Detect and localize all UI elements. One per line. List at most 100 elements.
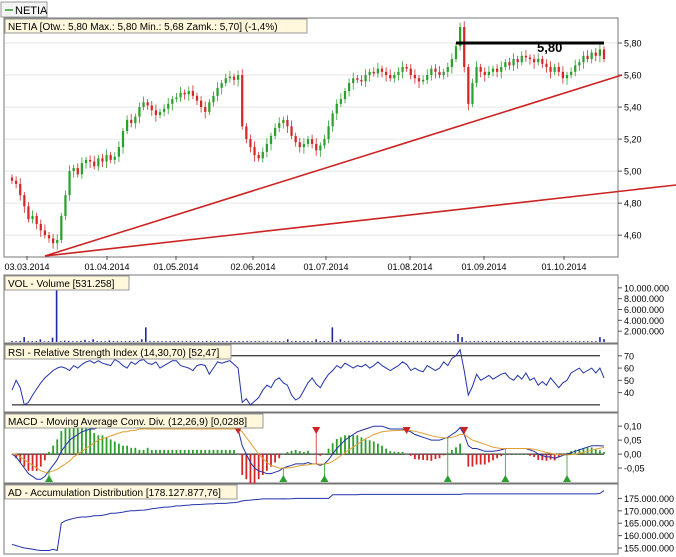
- macd-histogram-bar: [233, 449, 235, 455]
- macd-histogram-bar: [487, 454, 490, 463]
- volume-bar: [181, 341, 184, 342]
- macd-histogram-bar: [311, 453, 314, 455]
- candle-body: [549, 67, 552, 72]
- candle-body: [426, 75, 429, 80]
- volume-bar: [546, 341, 549, 342]
- macd-histogram-bar: [97, 435, 100, 455]
- candle-body: [364, 75, 367, 82]
- candle-body: [409, 68, 412, 76]
- candle-body: [27, 206, 30, 220]
- candle-body: [117, 147, 121, 157]
- macd-histogram-bar: [352, 435, 355, 455]
- volume-bar: [343, 341, 346, 342]
- candle-body: [438, 71, 441, 76]
- macd-histogram-bar: [442, 454, 445, 456]
- y-tick-label: 40: [624, 388, 634, 398]
- candle-body: [56, 239, 59, 244]
- volume-bar: [84, 339, 86, 342]
- volume-bar: [493, 341, 496, 342]
- candle-body: [405, 67, 408, 69]
- volume-bar: [27, 341, 30, 342]
- y-tick-label: 60: [624, 364, 634, 374]
- y-tick-label: 50: [624, 376, 634, 386]
- candle-body: [51, 238, 55, 244]
- volume-bar: [47, 341, 50, 342]
- candle-body: [84, 159, 88, 164]
- candle-body: [47, 235, 51, 239]
- candle-body: [491, 68, 495, 72]
- rsi-axis: 70 60 50 40: [618, 351, 634, 398]
- candle-body: [212, 95, 215, 103]
- macd-histogram-bar: [167, 449, 170, 455]
- candle-body: [504, 62, 507, 68]
- candle-body: [19, 183, 22, 196]
- y-tick-label: 6.000.000: [624, 305, 664, 315]
- macd-histogram-bar: [204, 449, 207, 455]
- volume-bar: [339, 339, 342, 342]
- macd-histogram-bar: [249, 454, 252, 484]
- macd-histogram-bar: [191, 449, 194, 455]
- volume-bar: [461, 337, 463, 342]
- macd-histogram-bar: [220, 449, 223, 455]
- macd-histogram-bar: [302, 451, 305, 455]
- candle-body: [463, 27, 466, 68]
- candle-body: [154, 110, 158, 116]
- candle-body: [421, 79, 425, 82]
- volume-bar: [258, 341, 261, 342]
- x-tick-label: 01.05.2014: [153, 262, 198, 272]
- volume-bar: [266, 341, 269, 342]
- buy-signal-marker: [279, 475, 288, 482]
- tab-label: NETIA: [15, 5, 48, 17]
- candle-body: [142, 102, 145, 108]
- candle-body: [397, 71, 400, 76]
- macd-histogram-bar: [274, 454, 277, 463]
- volume-bar: [35, 341, 38, 342]
- macd-histogram-bar: [237, 454, 240, 455]
- macd-histogram-bar: [146, 447, 149, 455]
- y-tick-label: 5,00: [624, 167, 642, 177]
- y-tick-label: 5,20: [624, 135, 642, 145]
- candle-body: [413, 75, 417, 79]
- ad-title-box: [4, 484, 238, 500]
- candle-body: [454, 46, 458, 60]
- macd-histogram-bar: [574, 449, 577, 455]
- candle-body: [590, 52, 593, 60]
- candle-body: [97, 158, 100, 167]
- y-tick-label: 10.000.000: [624, 283, 669, 293]
- symbol-tab[interactable]: [0, 1, 48, 18]
- macd-histogram-bar: [138, 449, 141, 455]
- candle-body: [93, 161, 96, 167]
- macd-histogram-bar: [582, 448, 585, 455]
- macd-histogram-bar: [405, 454, 408, 455]
- candle-body: [39, 223, 42, 231]
- candle-body: [471, 83, 474, 104]
- candle-body: [310, 139, 314, 144]
- candle-body: [417, 78, 421, 82]
- macd-histogram-bar: [541, 454, 544, 461]
- volume-bar: [408, 341, 411, 342]
- candle-body: [302, 143, 306, 148]
- candle-body: [216, 87, 219, 96]
- volume-bar: [327, 341, 330, 342]
- volume-bar: [388, 341, 390, 342]
- macd-histogram-bar: [60, 431, 63, 455]
- candle-body: [68, 171, 71, 196]
- candle-body: [450, 59, 454, 68]
- candle-body: [347, 83, 351, 92]
- volume-bar: [335, 341, 338, 342]
- volume-bar: [145, 327, 147, 342]
- volume-bar: [299, 341, 301, 342]
- volume-bar: [201, 341, 204, 342]
- macd-histogram-bar: [434, 454, 437, 460]
- volume-bar: [522, 341, 524, 342]
- macd-histogram-bar: [85, 426, 87, 455]
- macd-histogram-bar: [80, 424, 83, 455]
- volume-bar: [481, 341, 484, 342]
- macd-histogram-bar: [471, 454, 474, 467]
- volume-bar: [177, 341, 180, 342]
- macd-histogram-bar: [216, 449, 219, 455]
- volume-bar: [578, 341, 581, 342]
- candle-body: [273, 127, 277, 136]
- candle-body: [446, 67, 449, 72]
- volume-bar: [372, 341, 374, 342]
